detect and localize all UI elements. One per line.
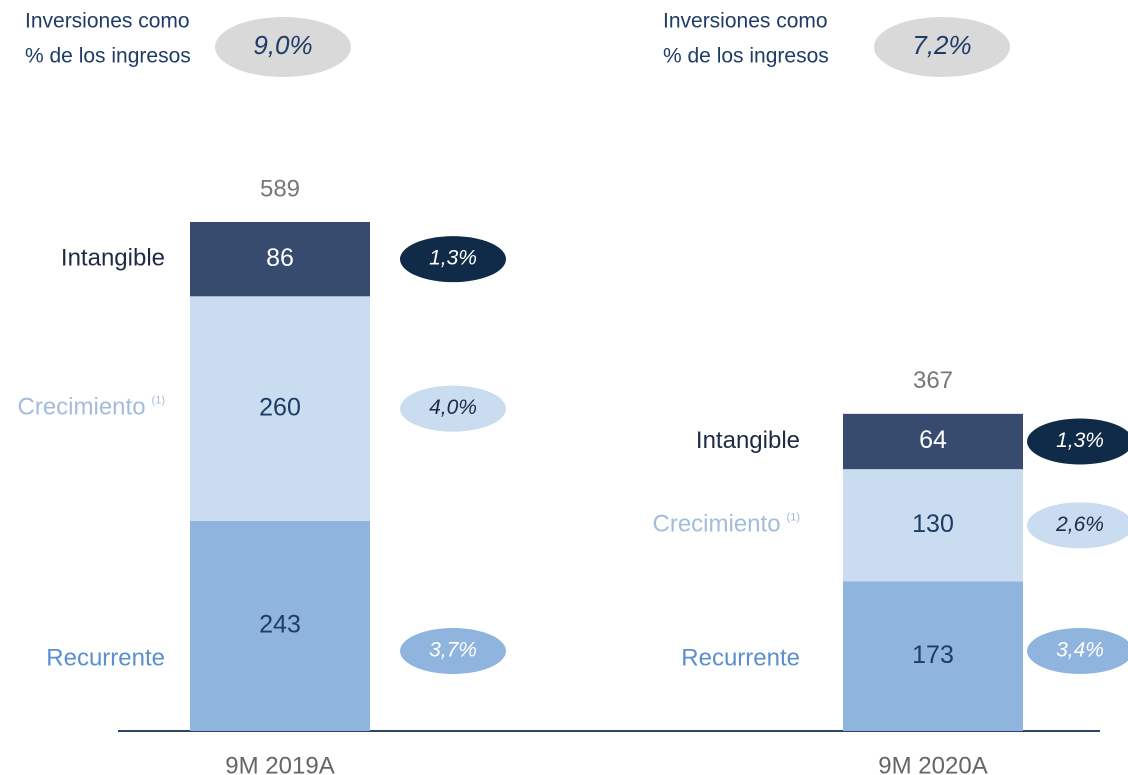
value-label: 260	[259, 393, 301, 421]
series-label: Intangible	[696, 427, 800, 454]
series-label: Crecimiento (1)	[653, 511, 801, 538]
share-pill	[1027, 628, 1128, 674]
ratio-pill	[874, 17, 1010, 77]
share-label: 1,3%	[429, 247, 477, 270]
value-label: 243	[259, 611, 301, 639]
share-label: 4,0%	[429, 396, 477, 419]
bar-segment	[843, 413, 1023, 470]
share-pill	[400, 628, 506, 674]
series-label: Recurrente	[681, 644, 800, 671]
value-label: 130	[912, 510, 954, 538]
x-tick-label: 9M 2020A	[878, 752, 987, 775]
bar-segment	[190, 521, 370, 731]
ratio-pill	[215, 17, 351, 77]
value-label: 173	[912, 641, 954, 669]
share-label: 1,3%	[1056, 429, 1104, 452]
share-label: 3,4%	[1056, 639, 1104, 662]
value-label: 86	[266, 244, 294, 272]
series-note: (1)	[787, 511, 800, 523]
share-pill	[1027, 502, 1128, 549]
ratio-label: % de los ingresos	[663, 45, 829, 68]
share-label: 2,6%	[1055, 513, 1104, 536]
ratio-label: % de los ingresos	[25, 45, 191, 68]
share-pill	[400, 385, 506, 432]
total-label: 589	[260, 175, 300, 202]
bar-segment	[190, 222, 370, 297]
total-label: 367	[913, 367, 953, 394]
series-label: Recurrente	[46, 644, 165, 671]
x-tick-label: 9M 2019A	[225, 752, 334, 775]
ratio-label: Inversiones como	[663, 10, 828, 33]
share-pill	[1027, 418, 1128, 465]
series-note: (1)	[152, 395, 165, 407]
ratio-label: Inversiones como	[25, 10, 190, 33]
series-name: Crecimiento	[653, 511, 781, 538]
value-label: 64	[919, 426, 947, 454]
share-pill	[400, 236, 506, 283]
bar-segment	[843, 581, 1023, 731]
bar-segment	[190, 296, 370, 522]
bar-segment	[843, 469, 1023, 582]
ratio-value: 9,0%	[253, 30, 312, 60]
series-name: Crecimiento	[18, 394, 146, 421]
series-label: Intangible	[61, 245, 165, 272]
ratio-value: 7,2%	[912, 30, 971, 60]
series-label: Crecimiento (1)	[18, 394, 166, 421]
share-label: 3,7%	[429, 639, 477, 662]
